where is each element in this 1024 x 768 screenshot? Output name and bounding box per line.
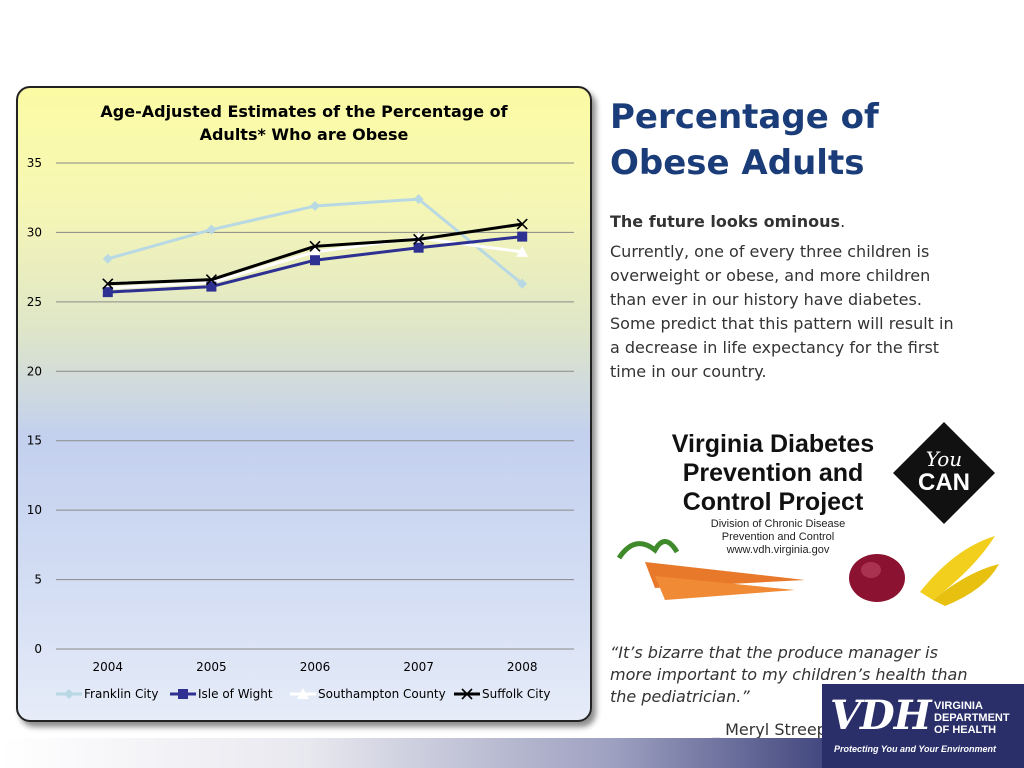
legend-marker bbox=[297, 688, 309, 699]
body-text: Currently, one of every three children i… bbox=[610, 242, 954, 381]
x-tick-label: 2007 bbox=[403, 660, 434, 674]
intro-period: . bbox=[840, 212, 846, 231]
logo-sub-line1: Division of Chronic Disease bbox=[710, 518, 846, 530]
legend-label: Isle of Wight bbox=[198, 687, 273, 701]
y-tick-label: 30 bbox=[27, 225, 42, 239]
logo-sub-line3: www.vdh.virginia.gov bbox=[726, 544, 830, 556]
quote-author: _ Meryl Streep bbox=[712, 720, 827, 739]
diabetes-project-logo: Virginia Diabetes Prevention and Control… bbox=[615, 418, 1000, 606]
series-line-franklin-city bbox=[107, 197, 524, 285]
legend-marker bbox=[64, 689, 74, 699]
logo-subtitle: Division of Chronic Disease Prevention a… bbox=[673, 518, 883, 557]
chart-title-line: Age-Adjusted Estimates of the Percentage… bbox=[100, 102, 508, 121]
data-point-isle-of-wight bbox=[102, 287, 113, 298]
data-point-southampton-county bbox=[516, 245, 529, 257]
y-tick-label: 20 bbox=[27, 364, 42, 378]
legend-label: Franklin City bbox=[84, 687, 158, 701]
x-tick-label: 2006 bbox=[300, 660, 331, 674]
data-point-franklin-city bbox=[206, 224, 217, 235]
vdh-line1: VIRGINIA bbox=[934, 700, 983, 712]
vdh-line3: OF HEALTH bbox=[934, 724, 997, 736]
data-point-suffolk-city bbox=[309, 240, 321, 252]
y-tick-label: 10 bbox=[27, 503, 42, 517]
data-point-franklin-city bbox=[310, 201, 320, 212]
logo-sub-line2: Prevention and Control bbox=[721, 531, 835, 543]
data-point-suffolk-city bbox=[413, 233, 425, 245]
data-point-isle-of-wight bbox=[413, 242, 424, 253]
chart-title-line: Adults* Who are Obese bbox=[200, 125, 409, 144]
you-can-badge-icon: You CAN bbox=[893, 422, 995, 524]
data-point-isle-of-wight bbox=[517, 231, 528, 242]
y-tick-label: 0 bbox=[34, 642, 42, 656]
legend-marker bbox=[178, 689, 188, 699]
vdh-line2: DEPARTMENT bbox=[934, 712, 1010, 724]
data-point-isle-of-wight bbox=[206, 281, 217, 292]
obesity-line-chart: Age-Adjusted Estimates of the Percentage… bbox=[27, 102, 574, 701]
legend-label: Suffolk City bbox=[482, 687, 550, 701]
data-point-suffolk-city bbox=[205, 274, 217, 286]
data-point-isle-of-wight bbox=[310, 255, 320, 266]
badge-you: You bbox=[926, 447, 962, 471]
x-tick-label: 2005 bbox=[196, 660, 227, 674]
slide-title: Percentage of Obese Adults bbox=[610, 97, 879, 183]
chart-card: Age-Adjusted Estimates of the Percentage… bbox=[16, 86, 592, 722]
data-point-suffolk-city bbox=[516, 218, 528, 230]
intro-bold-text: The future looks ominous bbox=[610, 212, 841, 231]
y-tick-label: 25 bbox=[27, 295, 42, 309]
legend-label: Southampton County bbox=[318, 687, 446, 701]
quote-text: “It’s bizarre that the produce manager i… bbox=[610, 643, 968, 706]
x-tick-label: 2004 bbox=[93, 660, 124, 674]
intro-text: The future looks ominous. bbox=[610, 211, 970, 233]
y-tick-label: 5 bbox=[34, 573, 42, 587]
legend-marker bbox=[461, 688, 473, 700]
data-point-franklin-city bbox=[102, 253, 113, 264]
badge-can: CAN bbox=[918, 469, 970, 496]
data-point-southampton-county bbox=[309, 245, 321, 257]
vdh-mark: VDH bbox=[830, 692, 932, 739]
logo-title: Virginia Diabetes Prevention and Control… bbox=[671, 430, 875, 516]
data-point-suffolk-city bbox=[102, 278, 114, 290]
data-point-franklin-city bbox=[413, 194, 424, 205]
y-tick-label: 15 bbox=[27, 434, 42, 448]
x-tick-label: 2008 bbox=[507, 660, 538, 674]
data-point-franklin-city bbox=[517, 278, 528, 289]
y-tick-label: 35 bbox=[27, 156, 42, 170]
vdh-tagline: Protecting You and Your Environment bbox=[834, 744, 997, 754]
vdh-name: VIRGINIA DEPARTMENT OF HEALTH bbox=[934, 700, 1010, 736]
produce-illustration-icon bbox=[616, 536, 999, 606]
vdh-logo: VDH VIRGINIA DEPARTMENT OF HEALTH Protec… bbox=[822, 684, 1024, 768]
